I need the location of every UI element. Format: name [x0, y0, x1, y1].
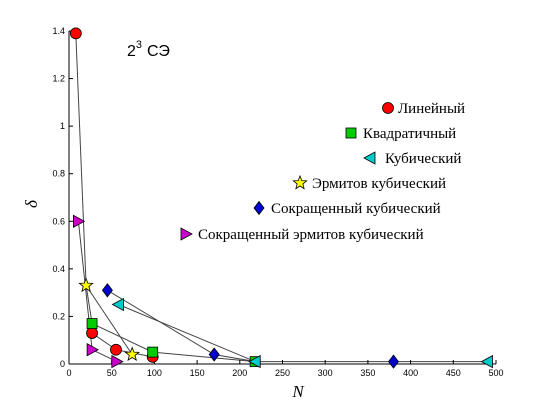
connecting-line: [85, 285, 133, 355]
data-point: [69, 27, 82, 40]
y-tick-label: 1.2: [52, 74, 65, 84]
connecting-line: [107, 289, 488, 363]
x-tick-label: 50: [107, 368, 117, 378]
legend-label: Квадратичный: [363, 126, 456, 142]
legend-label: Сокращенный эрмитов кубический: [198, 227, 424, 243]
data-point: [73, 214, 86, 228]
x-axis-title: N: [291, 382, 305, 401]
data-point: [147, 346, 159, 358]
tick-labels: 0 50 100 150 200 250 300 350 400 450 500 0 0.2 0.4 0.6…: [52, 26, 503, 378]
data-point: [124, 346, 140, 361]
x-tick-label: 150: [190, 368, 205, 378]
y-tick-label: 1.4: [52, 26, 65, 36]
data-point: [86, 318, 98, 329]
legend-marker: [180, 227, 193, 241]
annotation-text: 23 СЭ: [127, 39, 170, 60]
data-point: [208, 347, 220, 362]
y-tick-label: 0.4: [52, 264, 65, 274]
annotation-base: 2: [127, 43, 136, 60]
legend-marker: [382, 102, 394, 114]
data-point: [86, 327, 98, 339]
legend-marker: [363, 151, 376, 165]
y-tick-label: 0.2: [52, 311, 65, 321]
legend-label: Кубический: [385, 151, 461, 167]
data-point: [110, 343, 122, 356]
connecting-line: [91, 323, 256, 363]
y-tick-label: 0: [60, 359, 65, 369]
legend-label: Линейный: [398, 101, 465, 117]
y-axis-title: δ: [22, 199, 41, 208]
data-point: [111, 297, 124, 312]
data-point: [387, 354, 400, 369]
connecting-line: [118, 304, 256, 363]
connecting-lines: [75, 33, 488, 363]
x-tick-label: 450: [446, 368, 461, 378]
data-point: [480, 354, 493, 369]
x-tick-label: 100: [147, 368, 162, 378]
legend-marker: [345, 127, 357, 139]
data-point: [86, 343, 99, 357]
legend: Линейный Квадратичный Кубический Эрмитов ку…: [180, 101, 465, 243]
x-tick-label: 500: [488, 368, 503, 378]
x-tick-label: 200: [232, 368, 247, 378]
x-tick-label: 0: [66, 368, 71, 378]
annotation-superscript: 3: [136, 39, 142, 51]
legend-marker: [292, 174, 308, 190]
data-point: [111, 354, 124, 369]
x-tick-label: 350: [360, 368, 375, 378]
legend-label: Сокращенный кубический: [271, 201, 441, 217]
x-tick-label: 400: [403, 368, 418, 378]
y-tick-label: 1: [60, 121, 65, 131]
y-tick-label: 0.8: [52, 169, 65, 179]
data-point: [101, 283, 113, 298]
annotation-rest: СЭ: [147, 43, 170, 60]
legend-marker: [253, 200, 265, 216]
data-points: [69, 27, 493, 369]
x-tick-label: 250: [275, 368, 290, 378]
legend-label: Эрмитов кубический: [312, 176, 446, 192]
data-point: [78, 277, 94, 293]
data-point: [248, 354, 261, 369]
axes: [68, 31, 496, 365]
x-tick-label: 300: [318, 368, 333, 378]
y-tick-label: 0.6: [52, 216, 65, 226]
